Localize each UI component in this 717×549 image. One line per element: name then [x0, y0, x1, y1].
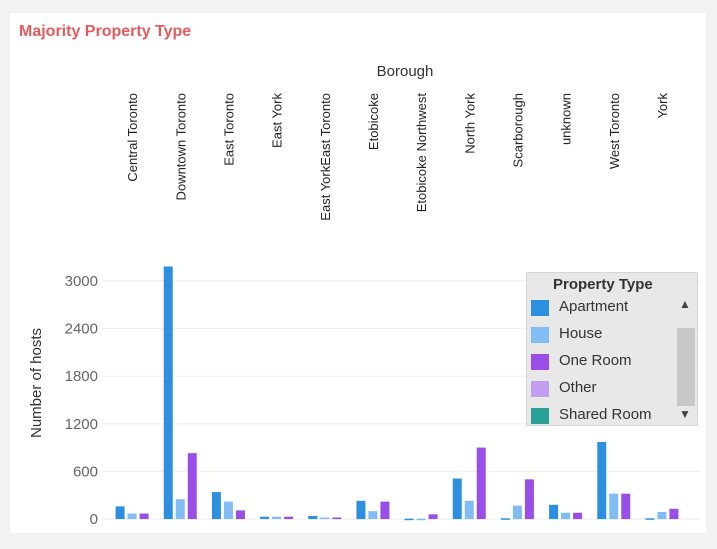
legend-label: Apartment	[559, 298, 629, 315]
bar-apartment[interactable]	[260, 516, 270, 520]
y-tick-label: 1200	[65, 416, 98, 433]
chevron-up-icon[interactable]: ▲	[679, 297, 691, 311]
chevron-down-icon[interactable]: ▼	[679, 407, 691, 421]
category-label: York	[655, 93, 670, 119]
bar-one-room[interactable]	[139, 513, 149, 520]
category-label: East YorkEast Toronto	[318, 93, 333, 221]
bar-one-room[interactable]	[235, 510, 245, 520]
bar-apartment[interactable]	[115, 506, 125, 520]
bar-one-room[interactable]	[621, 493, 631, 520]
legend-item[interactable]: Shared Room	[531, 405, 671, 425]
legend-swatch	[531, 381, 549, 397]
bar-one-room[interactable]	[524, 479, 534, 520]
bar-house[interactable]	[464, 500, 474, 520]
bars	[115, 266, 679, 521]
bar-apartment[interactable]	[308, 515, 318, 520]
x-axis-title: Borough	[377, 63, 434, 80]
category-label: East York	[270, 93, 285, 148]
bar-apartment[interactable]	[404, 518, 414, 521]
bar-apartment[interactable]	[163, 266, 173, 520]
bar-one-room[interactable]	[573, 512, 583, 520]
bar-house[interactable]	[512, 505, 522, 520]
bar-one-room[interactable]	[284, 516, 294, 520]
chart-title: Majority Property Type	[19, 23, 191, 40]
bar-apartment[interactable]	[356, 500, 366, 520]
category-label: Downtown Toronto	[173, 93, 188, 200]
bar-house[interactable]	[416, 518, 426, 521]
category-label: Etobicoke	[366, 93, 381, 150]
y-tick-label: 2400	[65, 320, 98, 337]
bar-house[interactable]	[223, 501, 233, 520]
legend-scrollbar[interactable]: ▲ ▼	[675, 295, 695, 421]
x-axis-categories: Central Toronto Downtown Toronto East Toro…	[125, 93, 670, 221]
bar-house[interactable]	[320, 517, 330, 520]
bar-apartment[interactable]	[452, 478, 462, 520]
y-axis-title: Number of hosts	[28, 328, 45, 438]
y-axis-ticks: 0 600 1200 1800 2400 3000	[65, 273, 98, 528]
legend-item[interactable]: Other	[531, 378, 671, 400]
legend-swatch	[531, 408, 549, 424]
bar-apartment[interactable]	[597, 442, 607, 520]
bar-one-room[interactable]	[428, 514, 438, 520]
bar-one-room[interactable]	[476, 447, 486, 520]
legend-item[interactable]: Apartment	[531, 297, 671, 319]
y-tick-label: 0	[90, 511, 98, 528]
bar-one-room[interactable]	[187, 453, 197, 520]
y-tick-label: 1800	[65, 368, 98, 385]
legend-swatch	[531, 300, 549, 316]
bar-house[interactable]	[368, 511, 378, 520]
legend-label: Shared Room	[559, 406, 652, 423]
bar-one-room[interactable]	[380, 501, 390, 520]
y-tick-label: 3000	[65, 273, 98, 290]
chart: Majority Property Type Borough Number of…	[19, 23, 700, 528]
bar-apartment[interactable]	[645, 518, 655, 520]
category-label: North York	[462, 93, 477, 154]
category-label: East Toronto	[221, 93, 236, 166]
category-label: Central Toronto	[125, 93, 140, 182]
y-tick-label: 600	[73, 463, 98, 480]
bar-house[interactable]	[127, 513, 137, 520]
category-label: Scarborough	[510, 93, 525, 167]
bar-one-room[interactable]	[332, 517, 342, 520]
legend-item[interactable]: One Room	[531, 351, 671, 373]
category-label: unknown	[559, 93, 574, 145]
bar-house[interactable]	[609, 493, 619, 520]
legend-item[interactable]: House	[531, 324, 671, 346]
bar-apartment[interactable]	[549, 504, 559, 520]
legend-swatch	[531, 327, 549, 343]
legend-swatch	[531, 354, 549, 370]
legend-label: Other	[559, 379, 597, 396]
legend-label: One Room	[559, 352, 632, 369]
bar-one-room[interactable]	[669, 508, 679, 520]
bar-house[interactable]	[561, 512, 571, 520]
category-label: Etobicoke Northwest	[414, 93, 429, 213]
bar-house[interactable]	[175, 499, 185, 520]
bar-house[interactable]	[272, 516, 282, 520]
legend-title: Property Type	[553, 276, 653, 293]
bar-house[interactable]	[657, 511, 667, 520]
category-label: West Toronto	[607, 93, 622, 169]
bar-apartment[interactable]	[211, 492, 221, 520]
legend-label: House	[559, 325, 603, 342]
chart-card: Majority Property Type Borough Number of…	[10, 13, 706, 533]
legend: Property Type Apartment House One Room Othe…	[526, 272, 698, 426]
bar-apartment[interactable]	[500, 518, 510, 520]
scrollbar-thumb[interactable]	[677, 328, 695, 406]
